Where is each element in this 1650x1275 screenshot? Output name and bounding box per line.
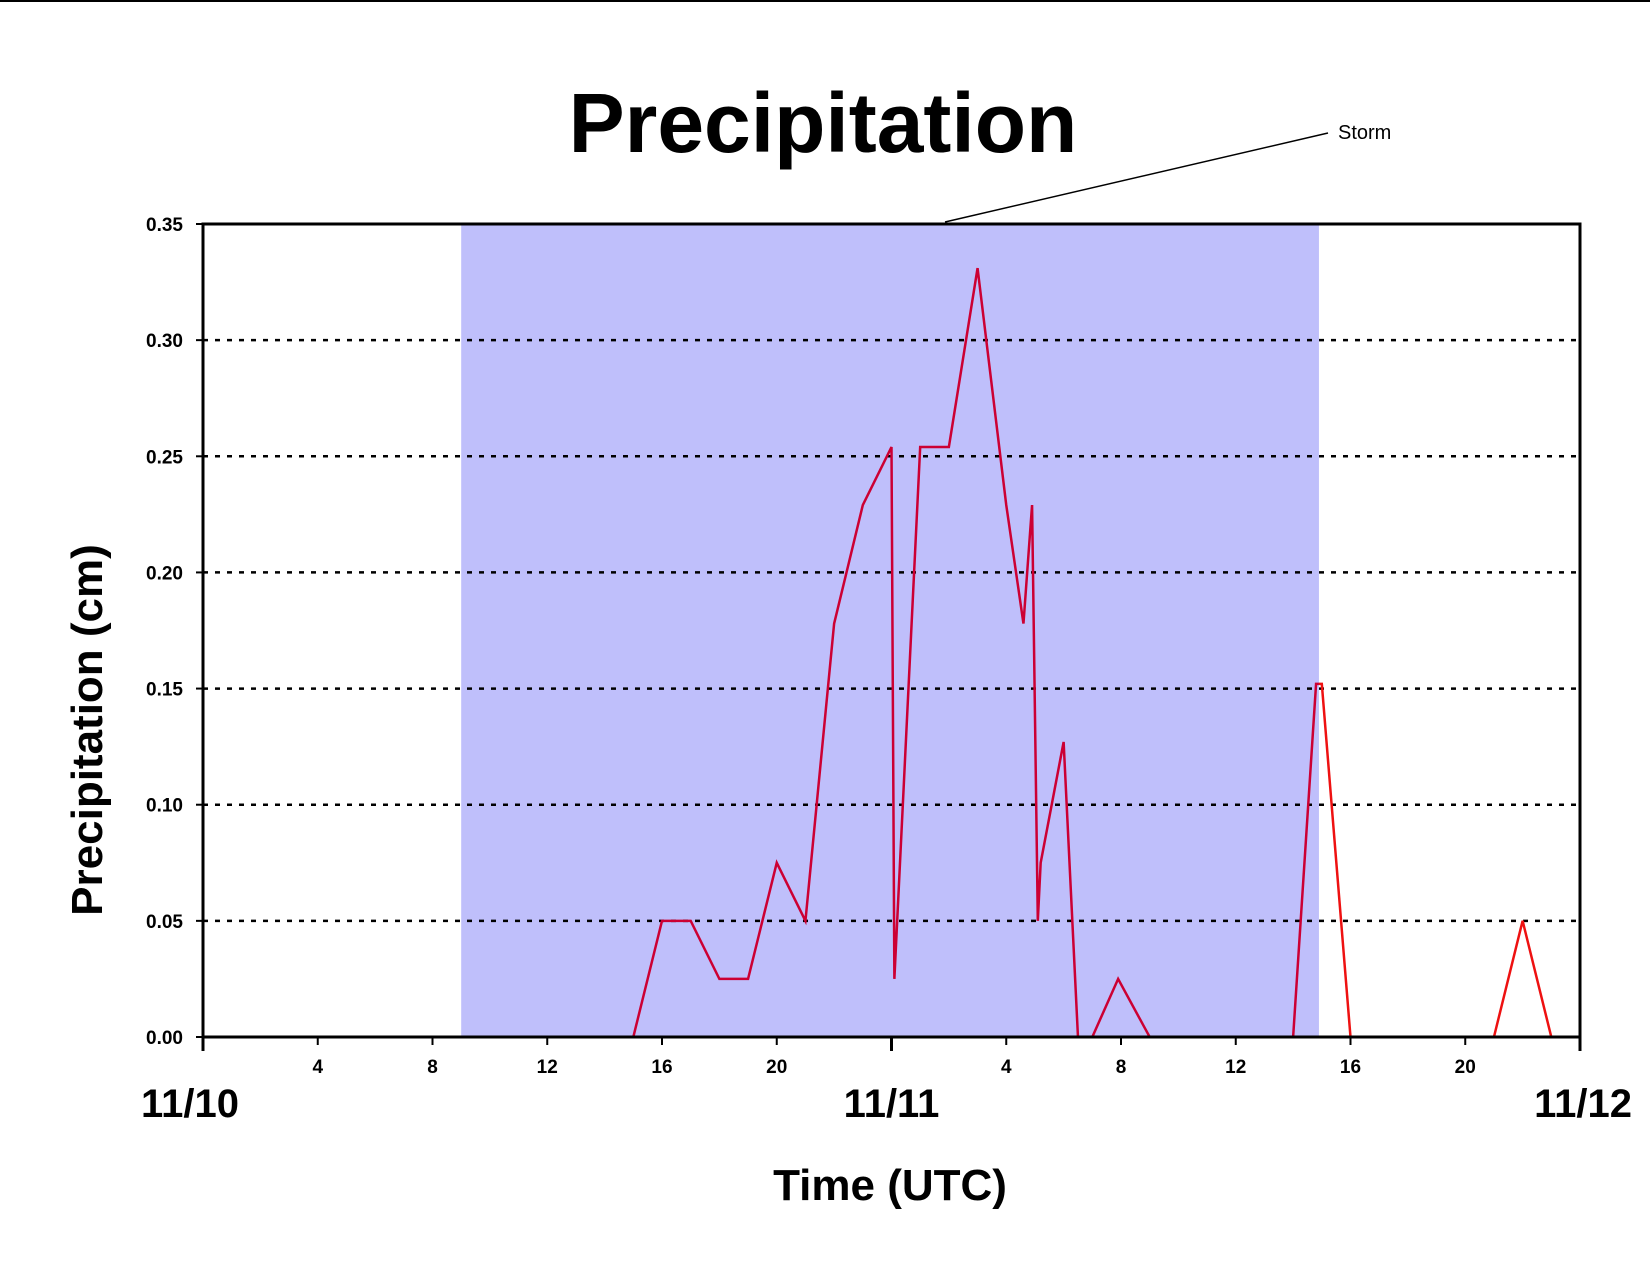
y-tick-label: 0.00 xyxy=(146,1028,183,1049)
x-tick-label: 12 xyxy=(537,1057,558,1078)
x-axis-label: Time (UTC) xyxy=(773,1161,1007,1210)
x-tick-label: 8 xyxy=(427,1057,438,1078)
y-tick-label: 0.35 xyxy=(146,215,183,236)
storm-annotation-leader xyxy=(944,132,1329,223)
x-tick-label: 20 xyxy=(1455,1057,1476,1078)
x-tick-label: 12 xyxy=(1225,1057,1246,1078)
y-tick-label: 0.30 xyxy=(146,331,183,352)
x-tick-label: 16 xyxy=(1340,1057,1361,1078)
y-tick-label: 0.20 xyxy=(146,563,183,584)
y-tick-label: 0.05 xyxy=(146,912,183,933)
y-tick-label: 0.10 xyxy=(146,796,183,817)
plot-area: 0.00 0.05 0.10 0.15 0.20 0.25 0.30 0.35 4 8 12 16 20… xyxy=(141,215,1632,1126)
x-date-label: 11/10 xyxy=(141,1082,239,1126)
x-date-label: 11/11 xyxy=(844,1082,940,1126)
x-date-label: 11/12 xyxy=(1534,1082,1632,1126)
top-border-line xyxy=(0,0,1650,2)
x-tick-label: 8 xyxy=(1116,1057,1127,1078)
x-tick-label: 20 xyxy=(766,1057,787,1078)
chart-title: Precipitation xyxy=(569,76,1078,170)
x-tick-label: 4 xyxy=(1001,1057,1012,1078)
x-tick-label: 4 xyxy=(312,1057,323,1078)
precipitation-series-line xyxy=(461,267,1319,1039)
storm-annotation-label: Storm xyxy=(1338,122,1391,144)
y-axis-label: Precipitation (cm) xyxy=(63,544,112,916)
y-tick-label: 0.15 xyxy=(146,680,183,701)
y-tick-label: 0.25 xyxy=(146,447,183,468)
x-tick-label: 16 xyxy=(651,1057,672,1078)
storm-shaded-region xyxy=(461,224,1319,1037)
